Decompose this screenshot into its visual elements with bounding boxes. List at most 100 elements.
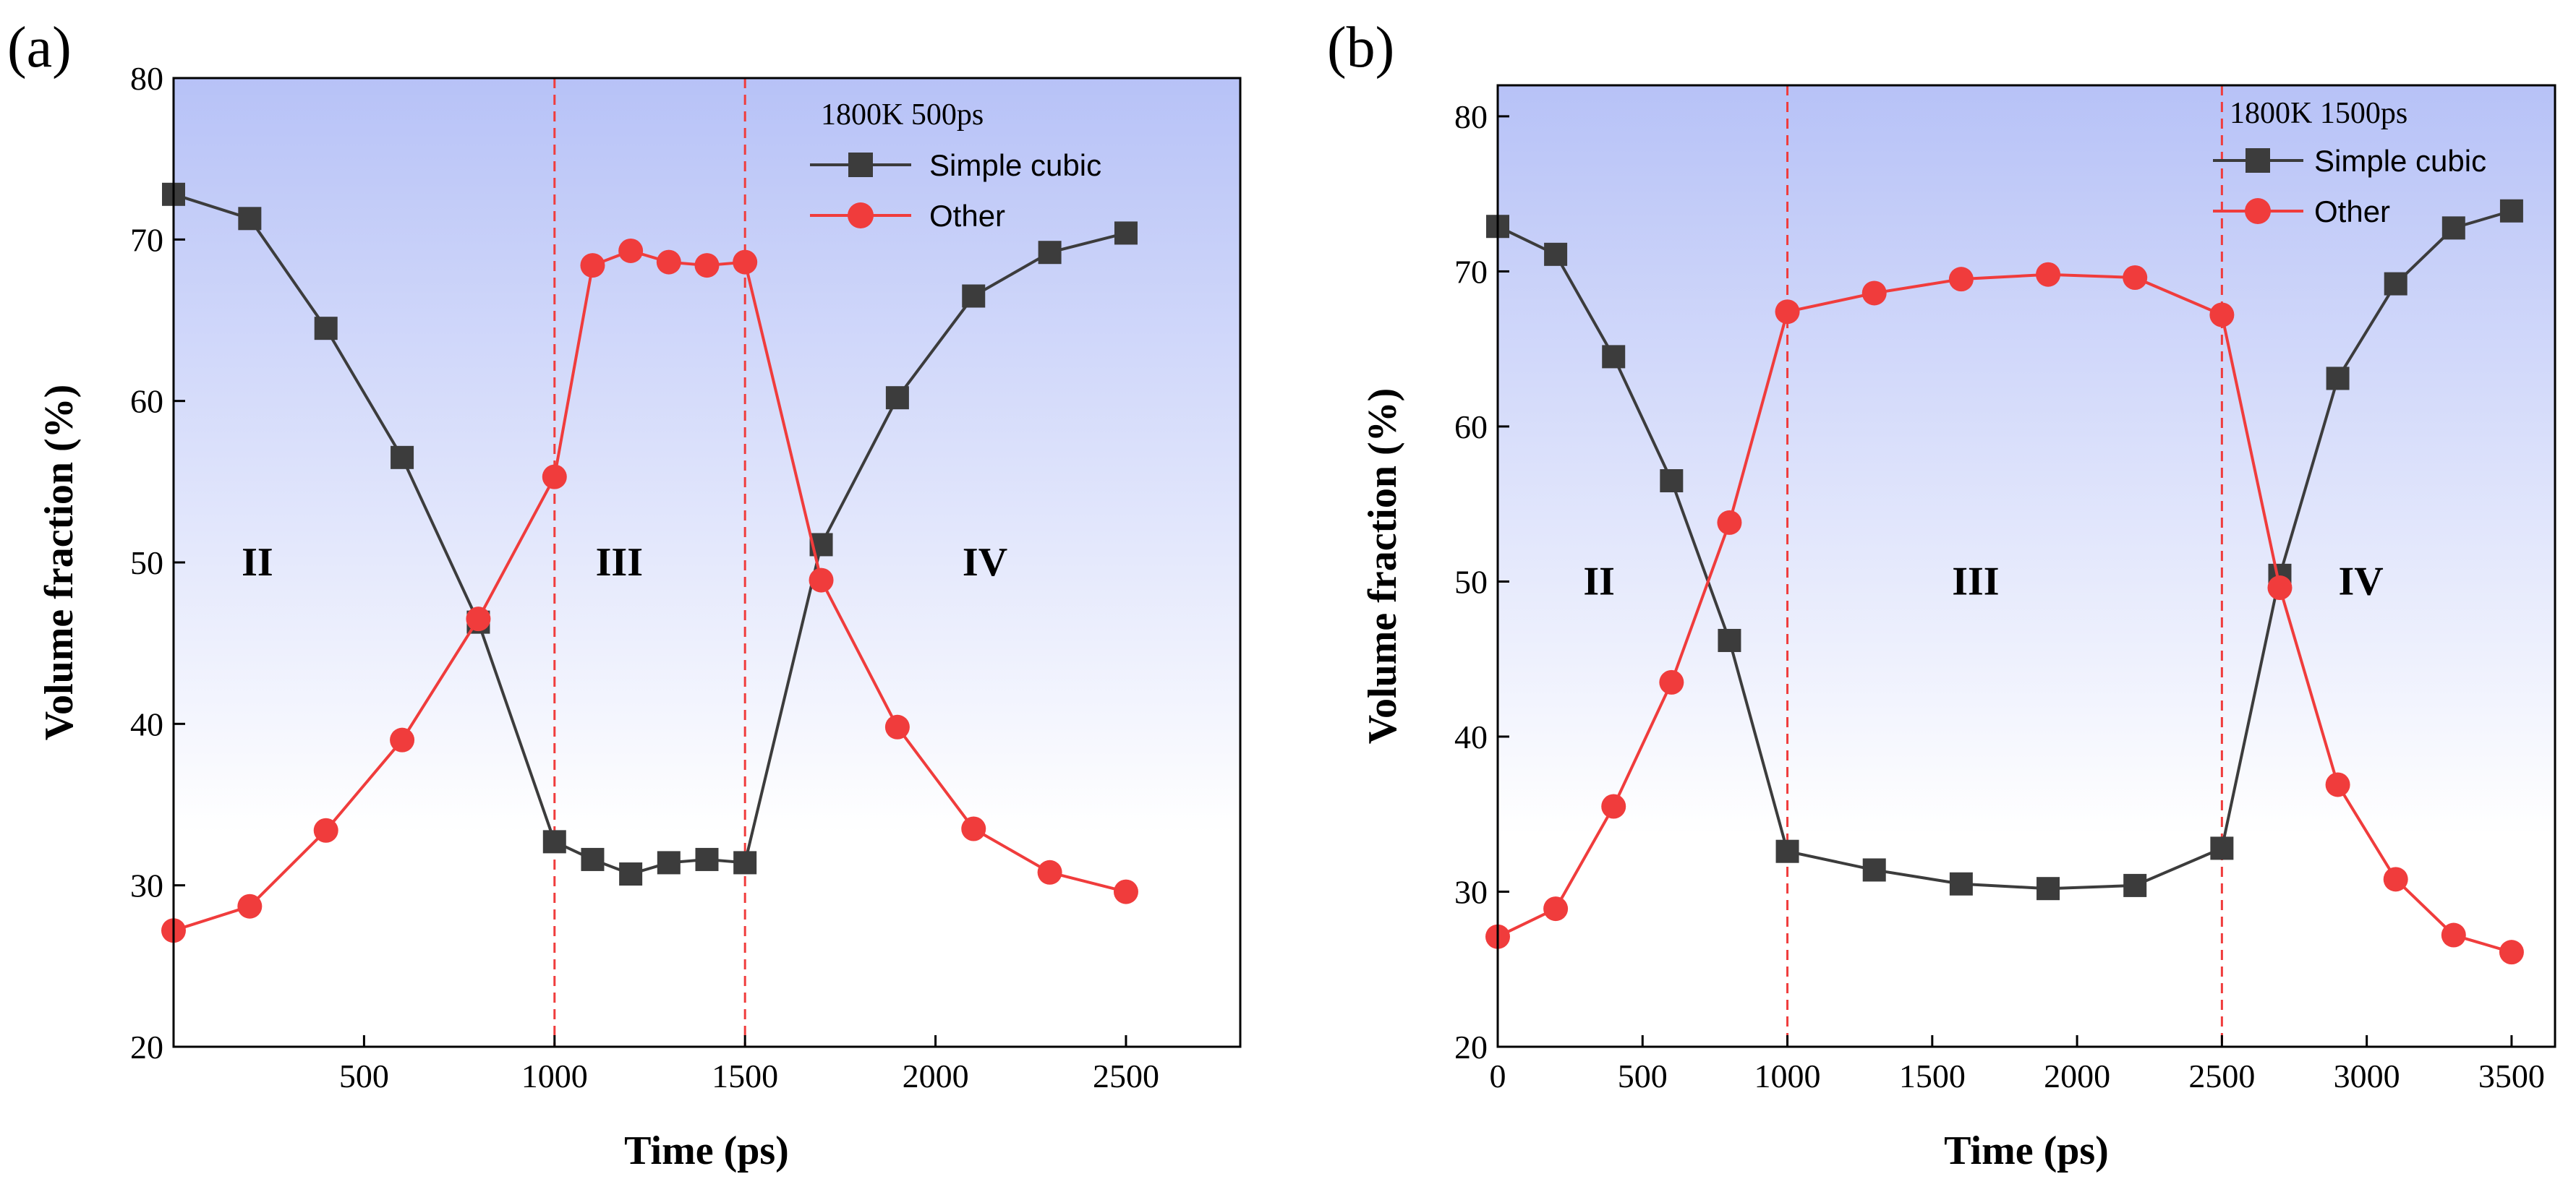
data-point-simple-cubic — [962, 284, 986, 308]
data-point-simple-cubic — [619, 862, 643, 886]
region-label: IV — [963, 540, 1007, 585]
data-point-simple-cubic — [542, 830, 566, 854]
y-tick-label: 60 — [130, 383, 163, 420]
data-point-other — [2325, 772, 2350, 797]
data-point-other — [237, 894, 263, 919]
y-tick-label: 30 — [1454, 873, 1488, 910]
region-labels-b: II III IV — [1583, 559, 2383, 604]
legend-title-a: 1800K 500ps — [821, 98, 984, 132]
data-point-simple-cubic — [2123, 873, 2147, 897]
legend-marker-other-a — [848, 202, 874, 228]
legend-marker-other-b — [2245, 198, 2271, 224]
data-point-other — [2267, 575, 2293, 601]
x-tick-label: 1500 — [712, 1058, 778, 1094]
chart-panel-b: (b) 0 500 1000 1500 2000 2500 3000 3500 20 30 40 50… — [1327, 16, 2556, 1173]
data-point-simple-cubic — [1862, 858, 1886, 882]
plot-area-b — [1498, 85, 2555, 1047]
data-point-simple-cubic — [2441, 216, 2465, 240]
y-tick-label: 20 — [1454, 1029, 1488, 1066]
x-tick-label: 3000 — [2334, 1058, 2400, 1094]
y-tick-label: 50 — [130, 544, 163, 581]
data-point-simple-cubic — [1718, 628, 1741, 652]
x-tick-label: 500 — [339, 1058, 389, 1094]
x-tick-label: 1000 — [1754, 1058, 1821, 1094]
data-point-other — [542, 464, 567, 489]
data-point-simple-cubic — [2037, 877, 2060, 901]
data-point-other — [2209, 302, 2235, 327]
chart-panel-a: (a) 500 1000 1500 2000 2500 20 30 40 50 60 70 80 Ti… — [7, 16, 1242, 1173]
data-point-simple-cubic — [2326, 367, 2350, 390]
data-point-other — [580, 253, 605, 278]
data-point-other — [1037, 860, 1062, 885]
region-label: IV — [2339, 559, 2384, 604]
y-tick-label: 80 — [1454, 98, 1488, 135]
y-tick-label: 30 — [130, 867, 163, 904]
data-point-simple-cubic — [1038, 241, 1062, 265]
plot-frame-b — [1496, 84, 2556, 1048]
data-point-simple-cubic — [1602, 345, 1626, 369]
data-point-simple-cubic — [238, 207, 262, 231]
data-point-simple-cubic — [2499, 199, 2523, 223]
legend-a: 1800K 500ps Simple cubic Other — [810, 98, 1101, 233]
series-line-simple-cubic — [1497, 209, 2512, 891]
region-dividers-a — [553, 78, 746, 1047]
region-labels-a: II III IV — [242, 540, 1007, 585]
region-label: II — [1583, 559, 1615, 604]
y-tick-label: 40 — [130, 706, 163, 742]
y-axis-title-a: Volume fraction (%) — [37, 385, 82, 741]
x-tick-label: 3500 — [2478, 1058, 2545, 1094]
data-point-other — [1948, 267, 1974, 292]
data-point-simple-cubic — [657, 851, 681, 875]
y-tick-label: 20 — [130, 1029, 163, 1066]
y-tick-label: 50 — [1454, 563, 1488, 600]
data-point-other — [656, 249, 681, 275]
legend-title-b: 1800K 1500ps — [2230, 97, 2407, 130]
data-point-other — [2123, 265, 2148, 290]
region-label: III — [1952, 559, 1999, 604]
legend-marker-simple-cubic-a — [848, 153, 873, 177]
data-point-other — [884, 714, 910, 740]
data-point-simple-cubic — [885, 386, 909, 410]
data-point-other — [2383, 867, 2408, 892]
data-point-simple-cubic — [1114, 221, 1138, 245]
data-point-other — [313, 818, 338, 843]
series-line-other — [173, 249, 1127, 933]
region-dividers-b — [1786, 85, 2223, 1047]
legend-label-other-b: Other — [2314, 194, 2390, 228]
legend-label-other-a: Other — [929, 199, 1005, 233]
data-point-simple-cubic — [2384, 272, 2407, 296]
data-point-other — [809, 567, 834, 593]
series-group-a — [161, 182, 1138, 943]
data-point-other — [1861, 280, 1887, 306]
x-tick-label: 2000 — [2044, 1058, 2110, 1094]
x-tick-label: 1500 — [1899, 1058, 1966, 1094]
data-point-simple-cubic — [695, 847, 719, 871]
data-point-other — [466, 607, 491, 632]
data-point-simple-cubic — [391, 445, 414, 469]
data-point-other — [1113, 879, 1138, 904]
data-point-other — [618, 238, 644, 263]
data-point-simple-cubic — [1660, 469, 1684, 493]
data-point-other — [2499, 940, 2524, 965]
legend-b: 1800K 1500ps Simple cubic Other — [2213, 97, 2486, 228]
data-point-simple-cubic — [2210, 836, 2234, 860]
x-tick-label: 2500 — [2188, 1058, 2255, 1094]
x-tick-label: 2000 — [903, 1058, 969, 1094]
data-point-other — [1775, 299, 1800, 325]
data-point-simple-cubic — [1949, 872, 1973, 896]
y-tick-label: 70 — [1454, 253, 1488, 290]
data-point-other — [2036, 262, 2061, 287]
data-point-other — [1601, 794, 1626, 819]
region-label: II — [242, 540, 273, 585]
x-tick-label: 0 — [1490, 1058, 1506, 1094]
panel-label-b: (b) — [1327, 16, 1394, 80]
ticks-a: 500 1000 1500 2000 2500 20 30 40 50 60 70 80 — [130, 60, 1159, 1094]
legend-label-simple-cubic-a: Simple cubic — [929, 148, 1101, 182]
data-point-simple-cubic — [581, 847, 605, 871]
y-tick-label: 70 — [130, 221, 163, 258]
data-point-other — [1543, 896, 1569, 922]
y-axis-title-b: Volume fraction (%) — [1360, 388, 1405, 745]
data-point-simple-cubic — [1544, 242, 1568, 266]
data-point-other — [694, 253, 720, 278]
